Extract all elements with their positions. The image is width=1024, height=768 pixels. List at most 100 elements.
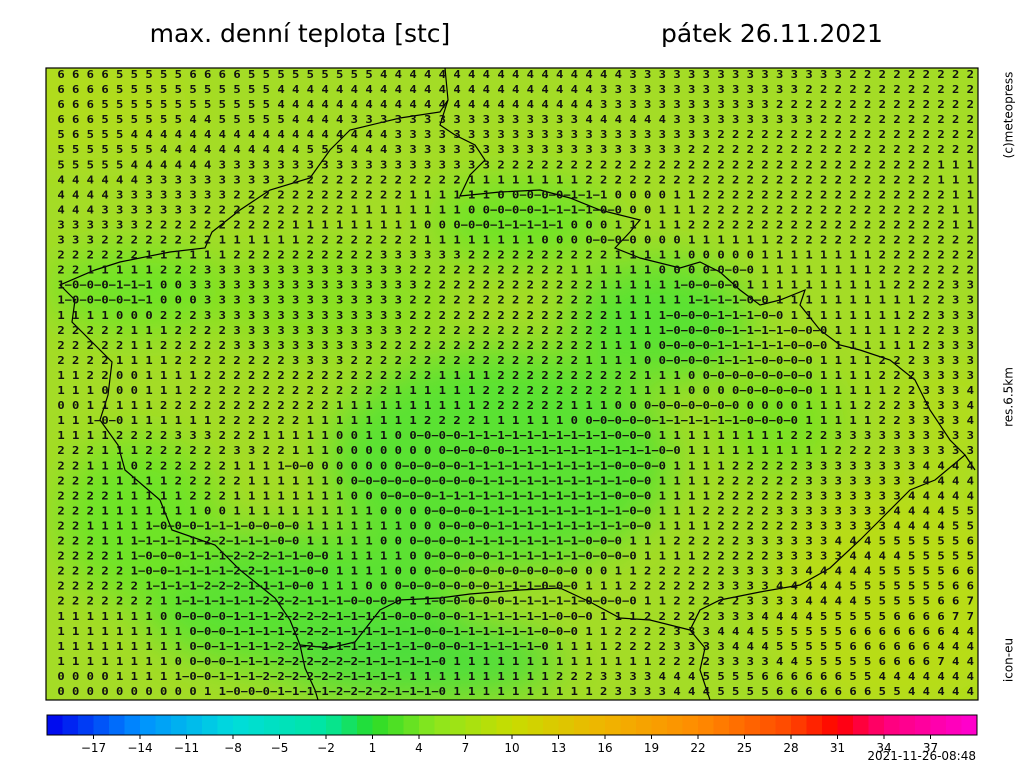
colorbar-segment [341, 715, 358, 735]
colorbar-segment [202, 715, 218, 735]
colorbar-segment [837, 715, 854, 735]
colorbar-segment [543, 715, 559, 735]
colorbar-segment [884, 715, 900, 735]
colorbar-tick-label: 10 [504, 741, 519, 755]
colorbar-tick-label: 13 [551, 741, 566, 755]
map-date: pátek 26.11.2021 [661, 19, 883, 48]
value-row: 1 1 1 1 1 1 1 1 0 0−0−0−1−1−1−2−2−2−2−2−… [50, 656, 974, 668]
colorbar-tick-label: 4 [415, 741, 423, 755]
colorbar-segment [62, 715, 79, 735]
colorbar-segment [140, 715, 156, 735]
colorbar-segment [512, 715, 528, 735]
model-label: icon-eu [1002, 638, 1016, 682]
value-row: 1 1 2 2 0 0 1 1 1 1 2 2 2 2 2 2 2 2 2 2 … [50, 370, 974, 382]
value-row: 2 2 2 1 1 1 2 2 2 2 2 2 3 3 2 2 1 1 1 0 … [50, 445, 974, 457]
colorbar-segment [760, 715, 776, 735]
colorbar-tick-label: 37 [923, 741, 938, 755]
value-row: 2 2 2 2 1 1−0−0−0−1−1−1−2−2−2−1−1−0−0 1 … [50, 551, 974, 563]
colorbar-segment [279, 715, 296, 735]
colorbar-segment [930, 715, 947, 735]
colorbar-tick-label: −2 [317, 741, 335, 755]
colorbar-segment [264, 715, 280, 735]
colorbar-segment [791, 715, 807, 735]
colorbar-segment [326, 715, 342, 735]
colorbar-segment [233, 715, 249, 735]
colorbar-segment [357, 715, 373, 735]
colorbar-segment [651, 715, 668, 735]
map-title: max. denní teplota [stc] [150, 19, 451, 48]
colorbar-segment [605, 715, 621, 735]
value-row: 2 2 2 2 2 2 2 1 1−1−1−1−1−1−2−2−2−1−1−1−… [50, 596, 974, 608]
value-row: 1 1 1 1 1 1 1 1 1 0−0−0−1−1−1−1−2−2−2−1−… [50, 626, 974, 638]
value-row: 0 0 0 0 1 1 1 1 1−0−0−1−1−1−2−2−2−2−2−2−… [50, 671, 974, 683]
colorbar-segment [853, 715, 869, 735]
value-row: 2 2 1 1 1 1 1−0−0−0−1−1−1−0−0−0−0 1 1 1 … [50, 520, 974, 532]
colorbar-segment [450, 715, 466, 735]
value-row: 6 6 6 6 5 5 5 5 5 5 5 5 5 5 5 4 4 4 4 4 … [50, 84, 974, 96]
colorbar-tick-label: 16 [597, 741, 612, 755]
colorbar-segment [434, 715, 451, 735]
value-row: 5 6 5 5 5 4 4 4 4 4 4 4 4 4 4 4 4 4 4 4 … [50, 129, 974, 141]
colorbar: −17 −14 −11 −8 −5 −2 1 4 7 10 13 16 19 22 25 28 31 34 37 [46, 714, 978, 755]
colorbar-segment [729, 715, 745, 735]
value-row: 6 6 6 6 5 5 5 5 5 6 6 6 6 5 5 5 5 5 5 5 … [50, 69, 974, 81]
colorbar-segment [496, 715, 513, 735]
value-row: 1 1 1 1 1 1 1 1 1 0−0−1−1−1−1−2−2−2−2−1−… [50, 641, 974, 653]
colorbar-segment [465, 715, 482, 735]
value-row: 1−0−0−0−1−1−1 0 0 3 3 3 3 3 3 3 3 3 3 3 … [50, 280, 974, 292]
colorbar-segment [372, 715, 389, 735]
colorbar-segment [155, 715, 172, 735]
colorbar-tick-label: 22 [690, 741, 705, 755]
value-row: 0 0 0 0 0 0 0 0 0 0 1 1−0−0−0−1−1−1−1−2−… [50, 686, 974, 698]
value-row: 4 4 4 3 3 3 3 3 3 3 2 2 2 2 2 2 2 2 2 2 … [50, 204, 974, 216]
colorbar-tick-label: 31 [830, 741, 845, 755]
colorbar-segment [822, 715, 838, 735]
value-row: 1 1 1 1 0 0 0 2 2 2 3 3 3 3 3 3 3 3 3 3 … [50, 310, 974, 322]
country-borders [58, 68, 976, 700]
value-row: 2 2 2 2 1 1 1 1 1 2 2 2 1 1 1 1 1 1 1 1 … [50, 490, 974, 502]
copyright-label: (c)meteopress [1002, 72, 1016, 159]
value-row: 3 3 3 2 2 2 2 2 2 2 2 1 1 1 1 1 1 2 2 2 … [50, 235, 974, 247]
colorbar-segment [899, 715, 916, 735]
colorbar-segment [868, 715, 885, 735]
value-row: 2 2 1 1 1 0 2 2 2 2 2 2 1 1 1 1−0−0 0 0 … [50, 460, 974, 472]
value-grid: 6 6 6 6 5 5 5 5 5 6 6 6 6 5 5 5 5 5 5 5 … [50, 69, 974, 698]
colorbar-segment [589, 715, 606, 735]
colorbar-segment [403, 715, 420, 735]
value-row: 6 6 6 5 5 5 5 5 5 5 5 5 5 5 5 4 4 4 4 4 … [50, 99, 974, 111]
colorbar-segment [558, 715, 575, 735]
colorbar-segment [806, 715, 823, 735]
value-row: 5 5 5 5 5 4 4 4 4 4 4 3 3 3 3 3 3 3 3 3 … [50, 159, 974, 171]
colorbar-segment [698, 715, 714, 735]
colorbar-segment [217, 715, 234, 735]
value-row: 2 2 2 2 2 1 1 1 2 2 2 2 3 3 3 3 3 3 3 3 … [50, 325, 974, 337]
value-row: 2 2 2 1 1 1−1−1−1−1−2−2−1−1−1−0−0 1 1 1 … [50, 536, 974, 548]
value-row: 1 1 1 1 2 2 2 2 3 3 3 2 2 2 1 1 1 1 1 0 … [50, 430, 974, 442]
value-row: 2 2 1 1 1 1 1 2 2 2 3 3 3 3 3 3 3 3 3 3 … [50, 265, 974, 277]
colorbar-segment [775, 715, 792, 735]
colorbar-tick-label: −14 [127, 741, 152, 755]
colorbar-segment [620, 715, 637, 735]
colorbar-segment [682, 715, 699, 735]
value-row: 1 1 1−0−0 1 1 1 1 1 1 2 2 2 2 2 2 1 1 1 … [50, 415, 974, 427]
value-row: 5 5 5 5 5 5 5 4 4 4 4 4 4 4 4 4 4 5 5 5 … [50, 144, 974, 156]
value-row: 2 2 2 2 2 2 1 1 1 1 1 1 2 2 2 2 2 2 2 2 … [50, 250, 974, 262]
colorbar-tick-label: 28 [783, 741, 798, 755]
map-frame [45, 67, 979, 701]
colorbar-segment [186, 715, 203, 735]
colorbar-segment [171, 715, 187, 735]
colorbar-segment [419, 715, 435, 735]
value-row: 0 0 1 1 1 1 1 2 2 2 2 2 2 2 2 2 2 2 2 1 … [50, 400, 974, 412]
value-row: 2 2 2 1 1 1 1 1 2 2 2 2 2 1 1 1 1 1 1 0 … [50, 475, 974, 487]
value-row: 2 2 2 2 2 2 1−1−1−1−2−2−2−1−1−1−0−0 1 1 … [50, 581, 974, 593]
colorbar-segment [946, 715, 962, 735]
colorbar-tick-label: 34 [876, 741, 891, 755]
value-row: 4 4 4 4 4 4 3 3 3 3 3 3 3 3 3 3 2 2 2 2 … [50, 174, 974, 186]
colorbar-segment [388, 715, 404, 735]
colorbar-segment [915, 715, 931, 735]
value-row: 6 6 6 5 5 5 5 5 5 4 4 5 5 5 5 5 4 4 4 4 … [50, 114, 974, 126]
colorbar-tick-label: −8 [224, 741, 242, 755]
colorbar-segment [527, 715, 544, 735]
value-row: 1−0−0−0−0−1−1 0 0 0 3 3 3 3 3 3 3 3 3 3 … [50, 295, 974, 307]
